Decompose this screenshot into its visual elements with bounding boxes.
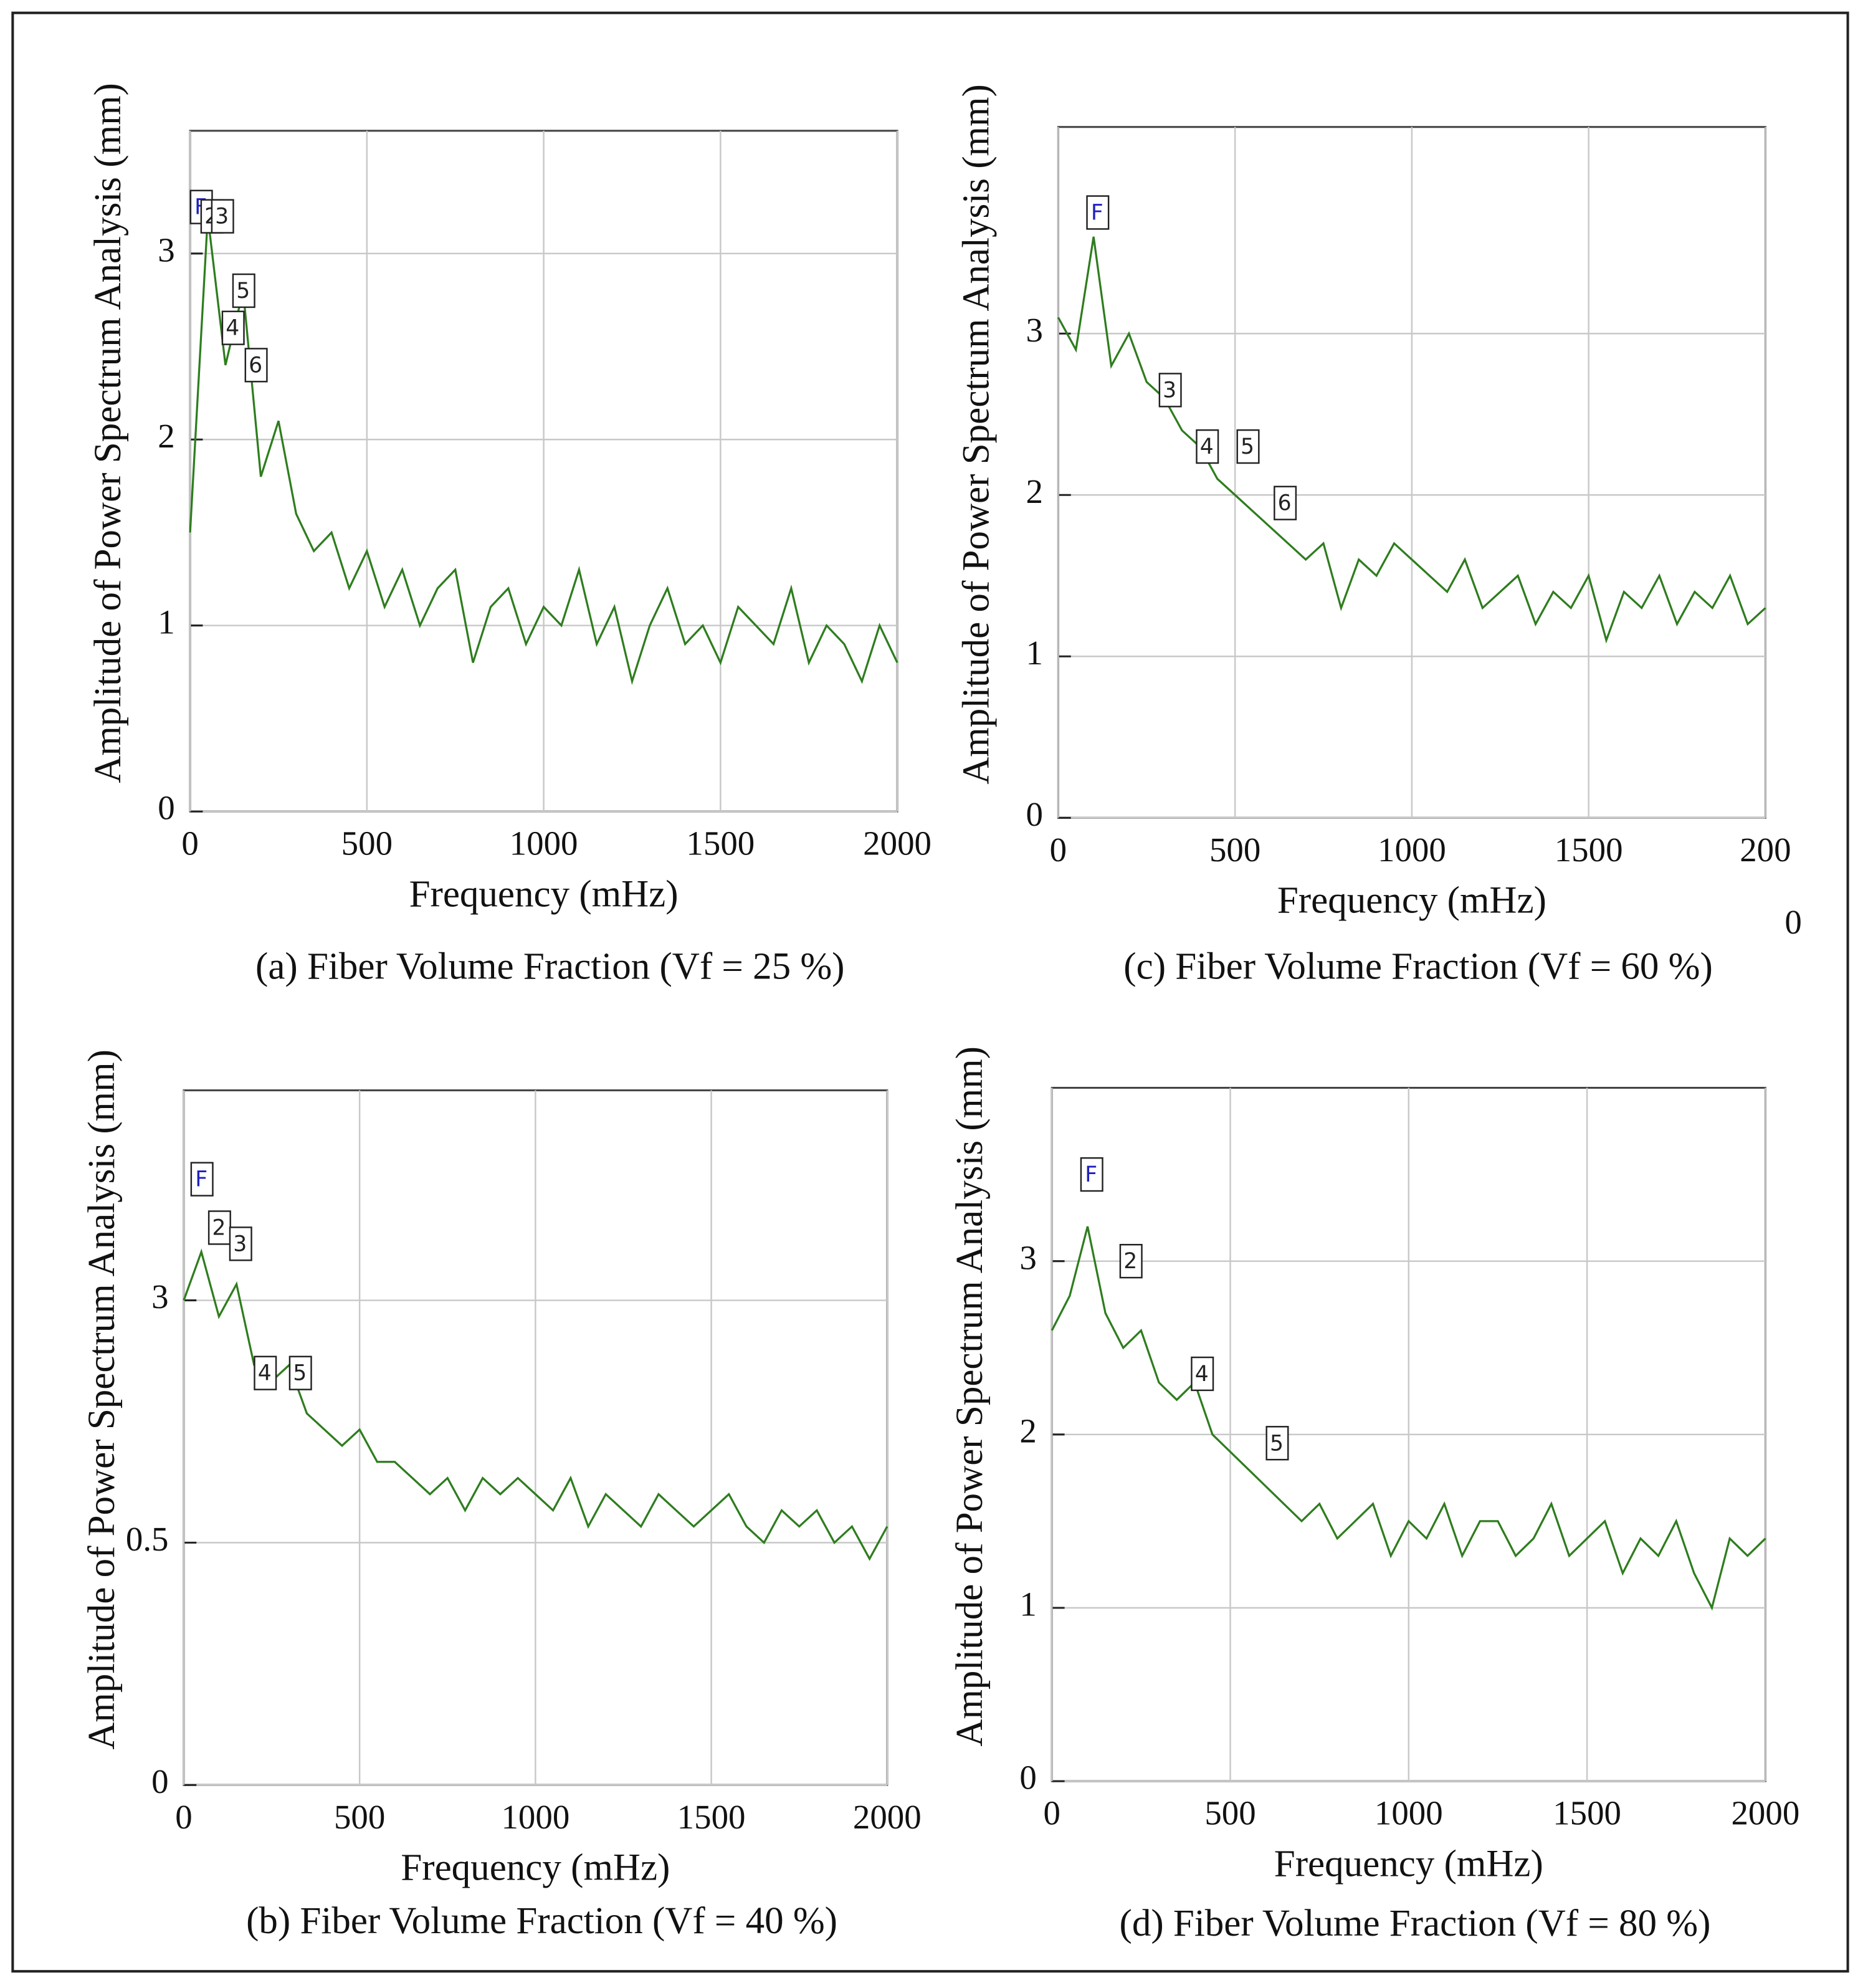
y-axis-title: Amplitude of Power Spectrum Analysis (mm… — [81, 1049, 123, 1750]
peak-label: 3 — [215, 204, 229, 229]
peak-label: 4 — [1195, 1362, 1209, 1387]
x-tick-label: 1500 — [1553, 1794, 1621, 1832]
peak-label-box — [229, 1226, 252, 1261]
spectrum-line — [189, 216, 898, 686]
peak-label-box — [1274, 485, 1297, 520]
y-tick-label: 2 — [1019, 1412, 1036, 1450]
caption: (a) Fiber Volume Fraction (Vf = 25 %) — [255, 945, 845, 987]
y-tick-label: 0 — [1019, 1759, 1036, 1797]
x-tick-label: 500 — [1204, 1794, 1256, 1832]
peak-label: 2 — [1123, 1249, 1137, 1274]
x-tick-label: 2000 — [863, 824, 932, 863]
y-axis-title: Amplitude of Power Spectrum Analysis (mm… — [949, 1046, 991, 1747]
peak-label: 5 — [293, 1361, 307, 1386]
peak-label-box — [1158, 373, 1182, 408]
stray-label: 0 — [1784, 903, 1801, 941]
x-tick-label: 500 — [334, 1798, 385, 1836]
spectrum-line — [183, 1248, 889, 1561]
spectrum-line — [1051, 1226, 1766, 1611]
y-tick-label: 0 — [158, 789, 174, 827]
y-tick-label: 3 — [1019, 1238, 1036, 1276]
peak-label: F — [1091, 201, 1103, 226]
y-tick-label: 3 — [1026, 311, 1043, 349]
peak-label-box — [1086, 195, 1110, 230]
x-tick-label: 0 — [1044, 1794, 1060, 1832]
peak-label-box — [211, 199, 234, 234]
peak-label: 3 — [1163, 378, 1176, 403]
peak-label: 4 — [226, 316, 239, 341]
x-tick-label: 1000 — [510, 824, 578, 863]
peak-label: F — [1085, 1162, 1097, 1187]
peak-label: 5 — [1241, 434, 1254, 459]
peak-label-box — [244, 348, 268, 383]
x-tick-label: 500 — [1209, 831, 1260, 869]
y-axis-title: Amplitude of Power Spectrum Analysis (mm… — [955, 84, 997, 785]
x-tick-label: 2000 — [853, 1798, 922, 1836]
caption: (c) Fiber Volume Fraction (Vf = 60 %) — [1123, 945, 1713, 987]
peak-label-box — [254, 1355, 277, 1390]
peak-label-box — [1119, 1244, 1143, 1279]
y-tick-label: 2 — [158, 417, 174, 455]
y-axis-title: Amplitude of Power Spectrum Analysis (mm… — [87, 83, 129, 783]
x-tick-label: 1000 — [1375, 1794, 1443, 1832]
peak-label: 4 — [258, 1361, 272, 1386]
y-tick-label: 1 — [1019, 1585, 1036, 1623]
x-tick-label: 0 — [181, 824, 198, 863]
peak-label-box — [1196, 429, 1219, 464]
x-tick-label: 1000 — [501, 1798, 569, 1836]
x-axis-title: Frequency (mHz) — [1277, 880, 1546, 922]
y-tick-label: 0.5 — [126, 1520, 169, 1558]
y-tick-label: 2 — [1026, 472, 1043, 510]
x-tick-label: 1500 — [686, 824, 755, 863]
y-tick-label: 1 — [158, 603, 174, 641]
x-tick-label: 0 — [1050, 831, 1067, 869]
y-tick-label: 3 — [151, 1278, 168, 1316]
caption: (b) Fiber Volume Fraction (Vf = 40 %) — [246, 1900, 837, 1942]
peak-label-box — [288, 1355, 312, 1390]
peak-label-box — [221, 310, 245, 345]
peak-label: 5 — [236, 279, 250, 303]
peak-label-box — [1236, 429, 1260, 464]
caption: (d) Fiber Volume Fraction (Vf = 80 %) — [1120, 1903, 1711, 1944]
peak-label-box — [1080, 1157, 1103, 1192]
peak-label: 6 — [1278, 491, 1292, 516]
x-tick-label: 1500 — [677, 1798, 746, 1836]
x-tick-label: 500 — [341, 824, 393, 863]
x-axis-title: Frequency (mHz) — [1274, 1843, 1543, 1885]
peak-label: 2 — [212, 1215, 226, 1240]
y-tick-label: 3 — [158, 231, 174, 269]
peak-label: 4 — [1200, 434, 1214, 459]
x-tick-label: 2000 — [1731, 1794, 1799, 1832]
x-tick-label: 1000 — [1378, 831, 1446, 869]
x-axis-title: Frequency (mHz) — [401, 1847, 670, 1889]
peak-label: 5 — [1270, 1431, 1284, 1456]
x-tick-label: 1500 — [1555, 831, 1623, 869]
x-tick-label: 200 — [1740, 831, 1791, 869]
peak-label-box — [1265, 1426, 1289, 1461]
spectrum-line — [1057, 236, 1766, 644]
peak-label-box — [207, 1210, 231, 1245]
y-tick-label: 1 — [1026, 634, 1043, 672]
peak-label: 6 — [249, 353, 262, 378]
peak-label-box — [190, 1162, 214, 1197]
x-tick-label: 0 — [175, 1798, 192, 1836]
x-axis-title: Frequency (mHz) — [409, 873, 679, 915]
y-tick-label: 0 — [1026, 795, 1043, 833]
peak-label: F — [195, 1167, 207, 1192]
peak-label-box — [1191, 1356, 1214, 1392]
y-tick-label: 0 — [151, 1762, 168, 1800]
peak-label-box — [232, 273, 255, 308]
peak-label: 3 — [233, 1231, 247, 1256]
